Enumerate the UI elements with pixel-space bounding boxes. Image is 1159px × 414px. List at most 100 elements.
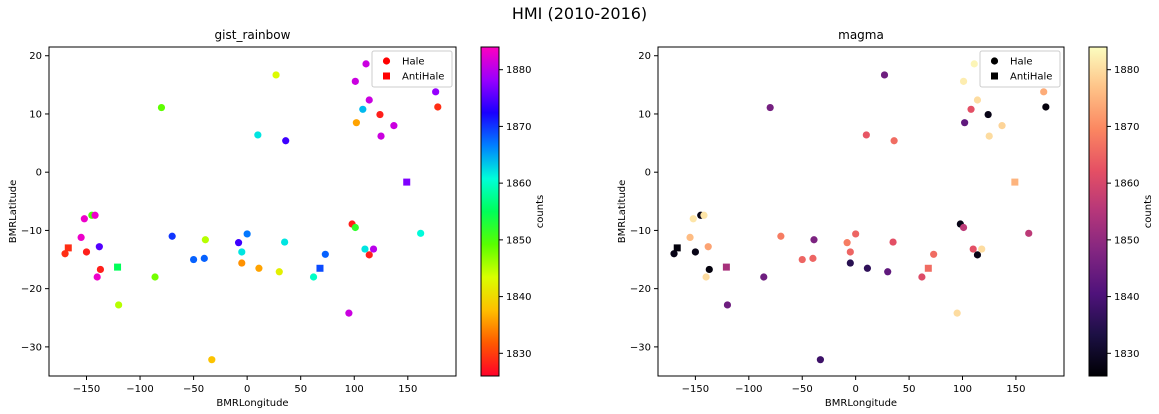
data-point-hale xyxy=(689,215,697,223)
data-point-hale xyxy=(760,273,768,281)
data-point-antihale xyxy=(114,263,122,271)
chart-panel-left: gist_rainbow−150 −100 −50 0 50 100 150−30−20−1… xyxy=(8,28,546,409)
data-point-hale xyxy=(365,251,373,259)
data-point-hale xyxy=(970,60,978,68)
colorbar-label: counts xyxy=(1143,195,1154,228)
colorbar-gradient xyxy=(480,46,500,377)
x-tick-label: −50 xyxy=(792,384,813,395)
data-point-hale xyxy=(700,211,708,219)
data-point-hale xyxy=(670,250,678,258)
x-tick-label: −100 xyxy=(126,384,153,395)
y-tick-label: −30 xyxy=(630,342,651,353)
x-axis-label: BMRLongitude xyxy=(216,398,288,409)
data-point-hale xyxy=(766,103,774,112)
data-points xyxy=(61,60,442,364)
data-point-hale xyxy=(432,88,440,96)
data-point-hale xyxy=(686,233,694,242)
figure-title: HMI (2010-2016) xyxy=(511,4,648,23)
colorbar-tick-label: 1870 xyxy=(506,122,531,133)
data-point-hale xyxy=(704,243,712,251)
x-tick-label: 100 xyxy=(953,384,972,395)
data-point-hale xyxy=(365,96,373,104)
data-point-hale xyxy=(96,265,105,274)
data-point-hale xyxy=(390,122,398,130)
chart-title: gist_rainbow xyxy=(215,28,291,42)
colorbar-tick-label: 1830 xyxy=(506,349,531,360)
data-point-hale xyxy=(200,254,208,262)
x-tick-label: 0 xyxy=(852,384,858,395)
data-point-hale xyxy=(973,96,982,104)
x-axis-label: BMRLongitude xyxy=(825,398,897,409)
data-point-hale xyxy=(846,248,854,256)
x-tick-label: 100 xyxy=(345,384,364,395)
x-tick-label: −150 xyxy=(682,384,709,395)
data-point-hale xyxy=(984,110,992,119)
data-point-hale xyxy=(953,309,961,317)
data-point-hale xyxy=(967,105,975,113)
data-point-hale xyxy=(705,265,713,274)
y-tick-label: −20 xyxy=(21,284,42,295)
data-point-hale xyxy=(321,250,329,258)
data-point-hale xyxy=(61,250,69,258)
data-point-hale xyxy=(282,137,290,145)
data-point-hale xyxy=(959,77,968,85)
data-point-hale xyxy=(157,103,166,112)
data-point-hale xyxy=(309,273,318,281)
data-point-hale xyxy=(189,255,198,264)
data-point-hale xyxy=(201,236,209,244)
data-point-hale xyxy=(918,273,926,281)
legend-box xyxy=(979,50,1061,88)
legend-box xyxy=(371,50,453,88)
data-point-hale xyxy=(998,122,1006,130)
y-tick-label: −30 xyxy=(21,342,42,353)
data-point-hale xyxy=(151,273,159,281)
data-point-hale xyxy=(345,309,353,317)
data-point-antihale xyxy=(722,263,730,271)
data-point-hale xyxy=(168,232,176,240)
data-point-hale xyxy=(810,236,818,244)
data-point-hale xyxy=(969,245,977,253)
x-tick-label: −50 xyxy=(183,384,204,395)
y-tick-label: 20 xyxy=(638,51,651,62)
y-tick-label: −10 xyxy=(21,226,42,237)
data-point-antihale xyxy=(316,264,324,272)
data-point-hale xyxy=(272,71,280,79)
legend-marker-square xyxy=(383,72,390,80)
data-point-hale xyxy=(115,301,123,309)
y-axis-label: BMRLatitude xyxy=(617,180,628,244)
legend: Hale AntiHale xyxy=(371,50,453,88)
data-point-hale xyxy=(691,248,699,256)
data-point-hale xyxy=(890,137,898,145)
colorbar-tick-label: 1830 xyxy=(1114,349,1139,360)
data-point-hale xyxy=(234,239,243,247)
colorbar-tick-label: 1870 xyxy=(1114,122,1139,133)
plot-frame xyxy=(48,46,457,377)
data-point-hale xyxy=(95,243,103,251)
data-point-hale xyxy=(777,232,785,240)
data-point-hale xyxy=(93,273,101,281)
data-point-hale xyxy=(863,264,872,272)
x-tick-label: 0 xyxy=(244,384,250,395)
data-point-hale xyxy=(238,248,246,256)
data-point-hale xyxy=(80,215,88,223)
data-point-hale xyxy=(362,60,370,68)
data-point-hale xyxy=(880,71,889,79)
x-tick-label: 150 xyxy=(1006,384,1025,395)
data-point-hale xyxy=(852,230,860,238)
data-point-hale xyxy=(816,356,825,364)
data-point-antihale xyxy=(403,178,411,186)
data-point-hale xyxy=(369,245,378,253)
y-axis-label: BMRLatitude xyxy=(8,180,19,244)
data-point-hale xyxy=(91,211,99,219)
data-point-hale xyxy=(1042,103,1050,111)
data-point-hale xyxy=(377,132,385,140)
colorbar-tick-label: 1880 xyxy=(506,65,531,76)
data-point-hale xyxy=(985,132,993,140)
legend-marker-circle xyxy=(990,57,999,65)
colorbar-label: counts xyxy=(535,195,546,228)
colorbar-gradient xyxy=(1088,46,1108,377)
colorbar: 1830 1840 1850 1860 1870 1880 counts xyxy=(480,46,546,377)
data-point-hale xyxy=(959,223,968,232)
legend: Hale AntiHale xyxy=(979,50,1061,88)
